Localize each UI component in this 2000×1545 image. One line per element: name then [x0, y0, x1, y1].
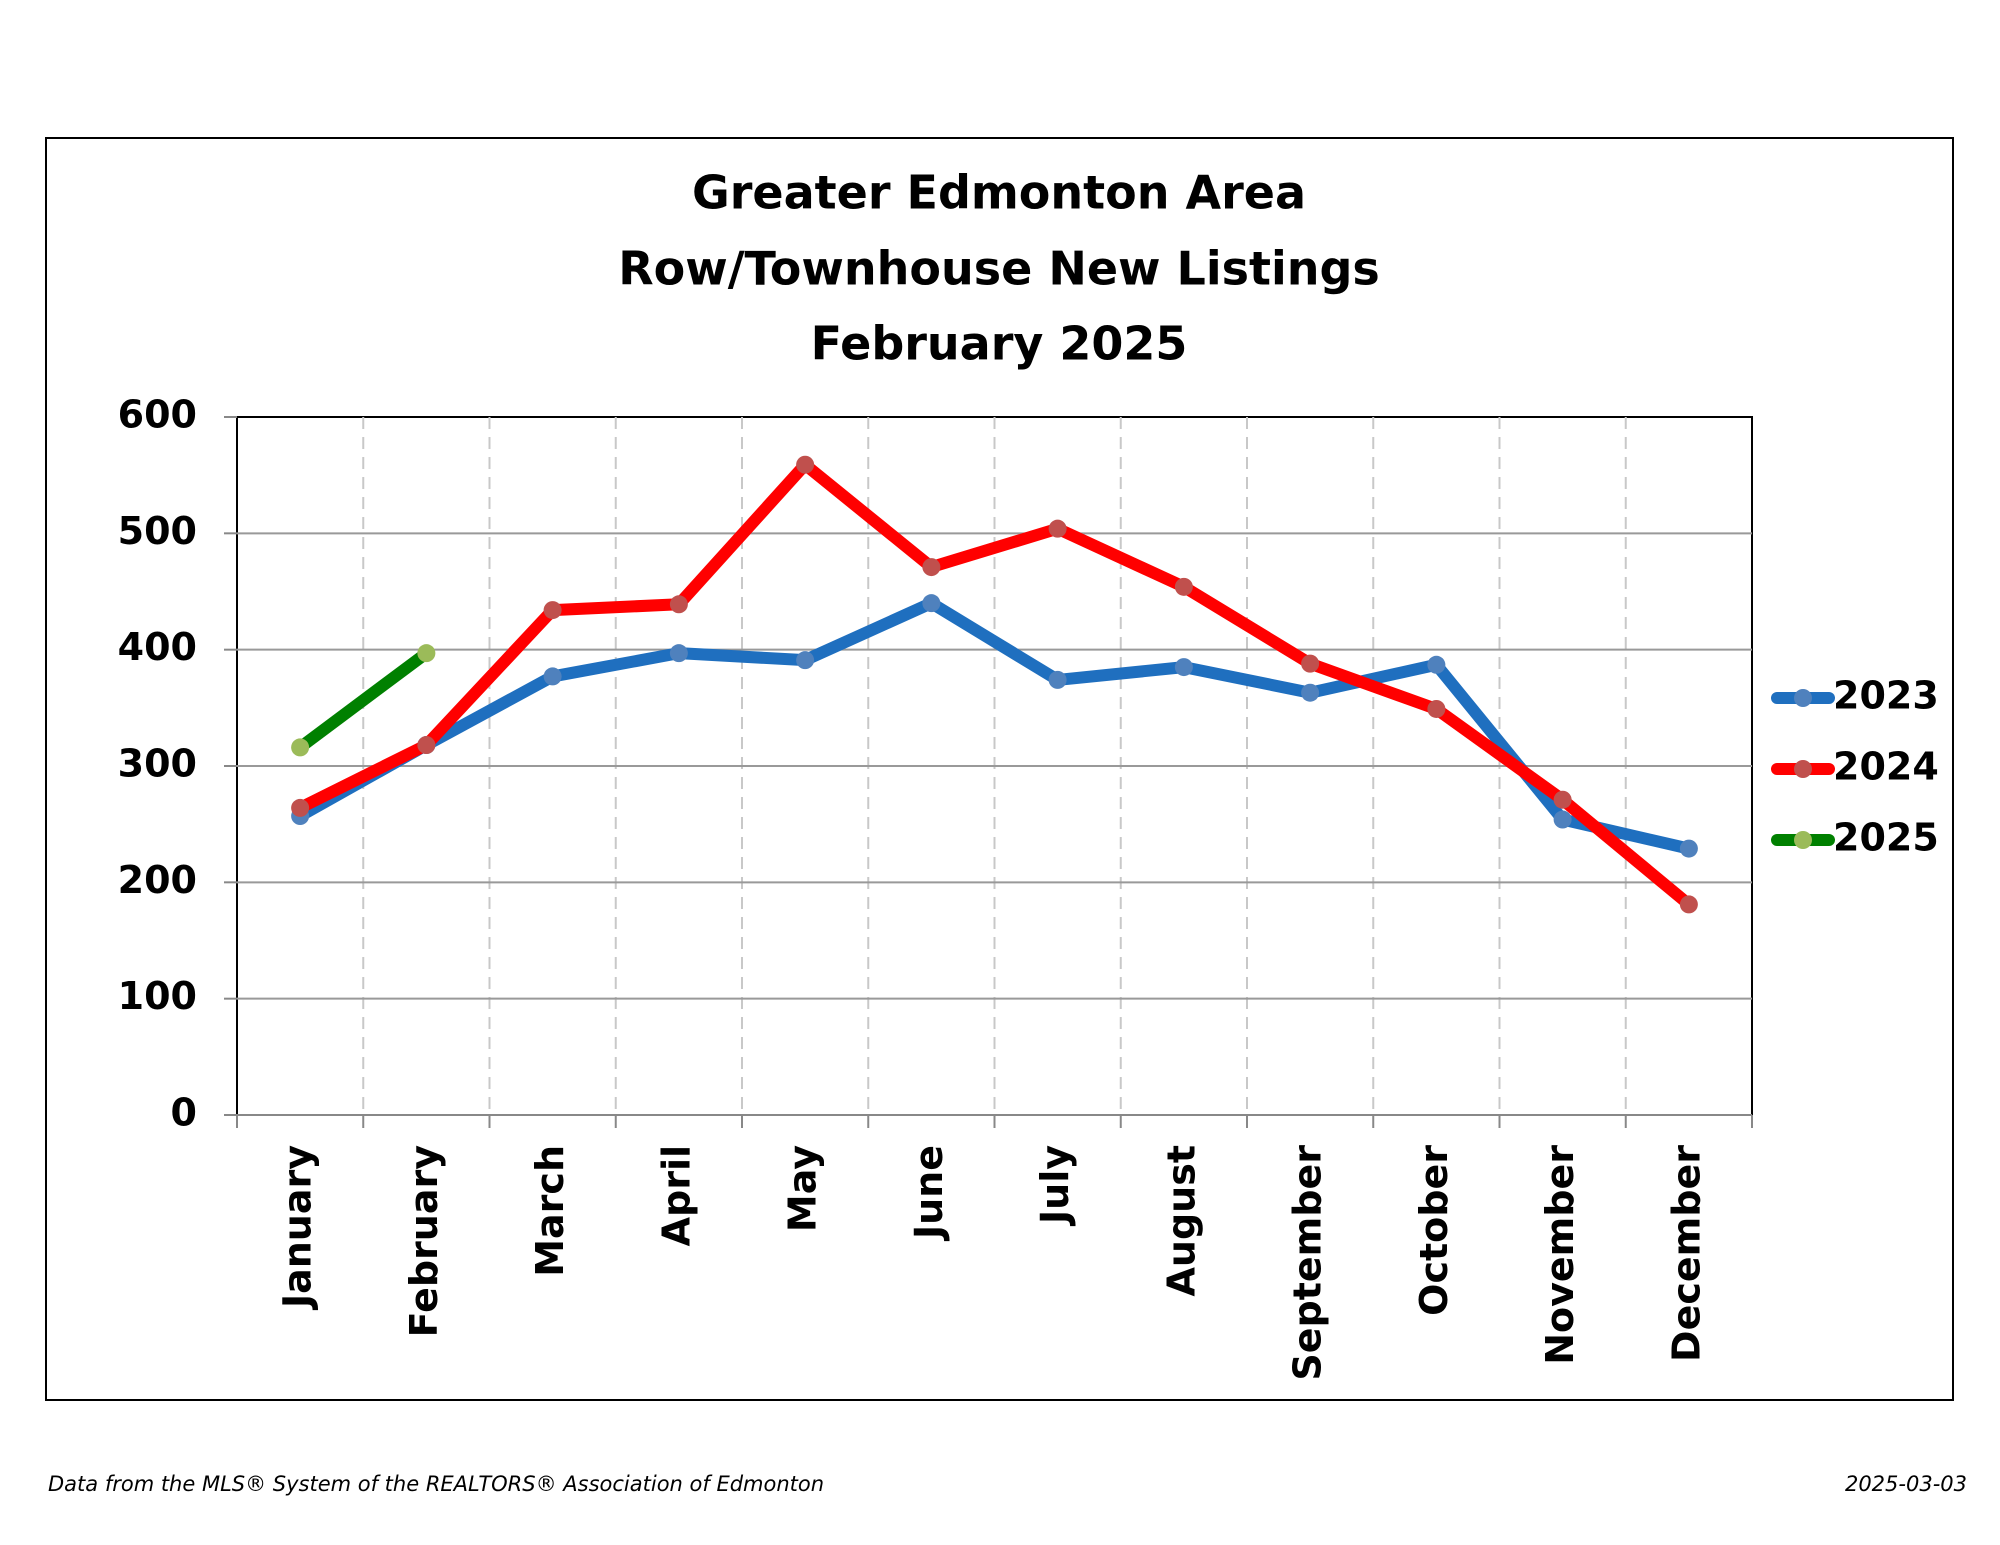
legend-marker [1794, 689, 1812, 707]
series-marker [922, 594, 941, 613]
series-marker [796, 651, 815, 670]
y-tick-label: 100 [118, 974, 197, 1018]
x-tick-label: February [402, 1145, 446, 1338]
series-marker [1553, 810, 1572, 829]
series-line [297, 458, 1693, 910]
date-note: 2025-03-03 [1845, 1472, 1967, 1496]
x-tick-label: November [1538, 1145, 1582, 1365]
legend-marker [1794, 831, 1812, 849]
x-tick-label: May [781, 1145, 825, 1232]
x-tick-label: April [654, 1145, 698, 1246]
series-marker [1679, 839, 1698, 858]
series-marker [417, 644, 436, 663]
series-marker [417, 736, 436, 755]
series-marker [669, 595, 688, 614]
x-tick-label: October [1412, 1145, 1456, 1316]
x-tick-label: March [528, 1145, 572, 1277]
series-marker [669, 644, 688, 663]
series-marker [1174, 577, 1193, 596]
series-marker [1301, 683, 1320, 702]
y-tick-label: 600 [118, 393, 197, 437]
series-line [296, 648, 430, 753]
series-marker [1427, 655, 1446, 674]
legend-label: 2025 [1833, 816, 1939, 860]
series-marker [1174, 658, 1193, 677]
series-marker [1301, 654, 1320, 673]
x-tick-label: September [1286, 1145, 1330, 1381]
series-line [297, 597, 1691, 855]
series-marker [1048, 670, 1067, 689]
y-tick-label: 0 [171, 1091, 197, 1135]
series-marker [922, 558, 941, 577]
series-marker [1048, 519, 1067, 538]
x-tick-label: January [276, 1145, 320, 1311]
chart-title: February 2025 [811, 317, 1188, 371]
series-marker [543, 601, 562, 620]
series-marker [291, 798, 310, 817]
source-note: Data from the MLS® System of the REALTOR… [48, 1472, 824, 1496]
x-tick-label: June [907, 1145, 951, 1242]
series-marker [291, 738, 310, 757]
series-marker [1427, 699, 1446, 718]
series-marker [1679, 895, 1698, 914]
x-tick-label: December [1664, 1145, 1708, 1362]
y-tick-label: 300 [118, 742, 197, 786]
series-marker [543, 667, 562, 686]
y-tick-label: 200 [118, 858, 197, 902]
legend-label: 2024 [1833, 745, 1939, 789]
y-tick-label: 500 [118, 509, 197, 553]
series-marker [796, 455, 815, 474]
chart-title: Row/Townhouse New Listings [618, 242, 1380, 296]
x-tick-label: August [1159, 1145, 1203, 1297]
chart-title: Greater Edmonton Area [692, 166, 1306, 220]
legend-label: 2023 [1833, 674, 1939, 718]
legend-marker [1794, 760, 1812, 778]
y-tick-label: 400 [118, 625, 197, 669]
x-tick-label: July [1033, 1145, 1077, 1227]
series-marker [1553, 790, 1572, 809]
